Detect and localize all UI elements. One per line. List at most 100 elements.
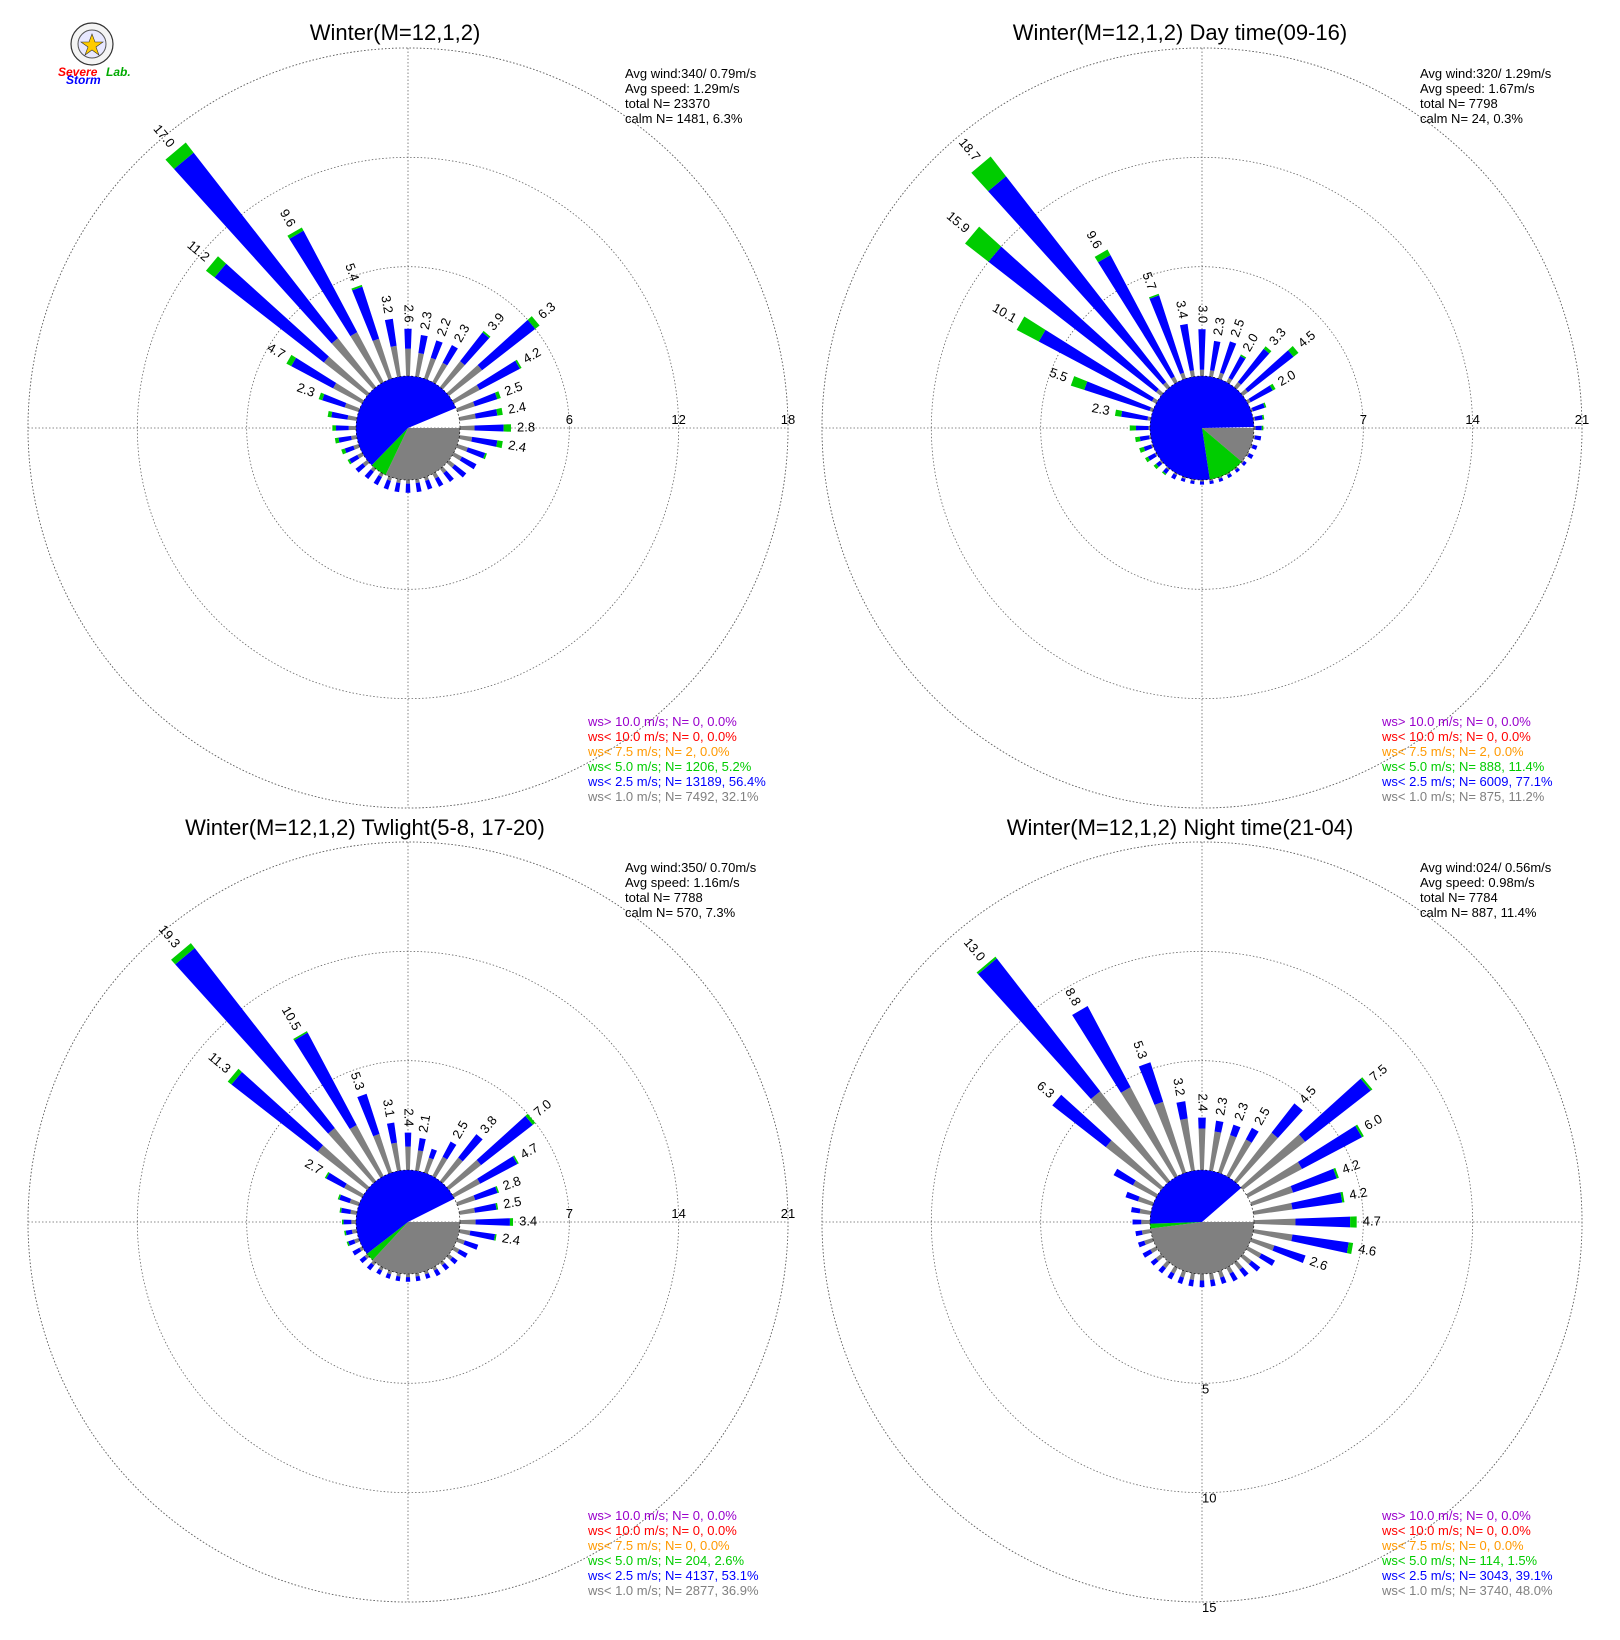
bar-segment-lt25 xyxy=(1138,1062,1164,1105)
bar-segment-lt5 xyxy=(346,1241,350,1247)
bar-segment-lt25 xyxy=(477,1156,518,1184)
bar-segment-lt25 xyxy=(1291,1192,1343,1210)
stats-line: Avg wind:350/ 0.70m/s xyxy=(625,860,757,875)
bar-segment-lt1 xyxy=(456,1237,465,1245)
bar-segment-lt25 xyxy=(385,1273,392,1279)
bar-segment-lt5 xyxy=(171,943,195,965)
bar-segment-lt25 xyxy=(1179,323,1194,372)
bar-segment-lt25 xyxy=(1254,435,1262,441)
stats-line: calm N= 887, 11.4% xyxy=(1420,905,1537,920)
bar-segment-lt1 xyxy=(1179,1270,1187,1278)
bar-segment-lt1 xyxy=(1250,1185,1294,1207)
bar-segment-lt1 xyxy=(350,332,384,384)
bar-segment-lt1 xyxy=(458,1207,475,1215)
bar-segment-lt5 xyxy=(347,459,352,465)
bar-segment-lt1 xyxy=(1148,435,1152,440)
bar-segment-lt25 xyxy=(417,1138,426,1152)
bar-segment-lt5 xyxy=(1288,346,1299,357)
bar-segment-lt1 xyxy=(1170,1266,1178,1274)
legend-entry: ws< 7.5 m/s; N= 0, 0.0% xyxy=(587,1538,730,1553)
bar-segment-lt1 xyxy=(415,478,420,484)
bar-segment-lt1 xyxy=(372,338,393,380)
bar-segment-lt1 xyxy=(452,452,463,461)
bar-segment-lt25 xyxy=(383,479,391,490)
bar-segment-lt5 xyxy=(1114,409,1123,417)
ring-label: 10 xyxy=(1202,1491,1216,1506)
stats-line: total N= 7788 xyxy=(625,890,703,905)
bar-segment-lt25 xyxy=(1072,1005,1131,1093)
bar-label: 11.3 xyxy=(206,1049,234,1076)
bar-segment-lt25 xyxy=(214,263,329,363)
calm-circle xyxy=(355,1169,461,1275)
range-ring xyxy=(1040,266,1364,590)
calm-pie-slice xyxy=(355,375,456,466)
bar-segment-lt1 xyxy=(415,353,424,378)
bar-segment-lt1 xyxy=(439,361,465,390)
bar-segment-lt1 xyxy=(458,1229,471,1236)
bar-segment-lt25 xyxy=(1255,425,1262,431)
bar-segment-lt1 xyxy=(1250,443,1253,449)
bar-label: 2.2 xyxy=(434,316,454,338)
stats-line: Avg speed: 1.67m/s xyxy=(1420,81,1535,96)
bar-segment-lt25 xyxy=(405,483,411,493)
bar-segment-lt1 xyxy=(1166,466,1171,471)
bar-segment-lt25 xyxy=(359,1255,368,1264)
calm-circle xyxy=(1149,1169,1255,1275)
bar-label: 2.3 xyxy=(451,322,473,345)
bar-segment-lt1 xyxy=(344,1183,364,1198)
bar-segment-lt25 xyxy=(418,334,428,354)
bar-segment-lt25 xyxy=(1271,1103,1303,1138)
bar-segment-lt25 xyxy=(231,1071,324,1152)
bar-segment-lt5 xyxy=(327,410,333,418)
stats-line: Avg speed: 1.29m/s xyxy=(625,81,740,96)
bar-label: 7.5 xyxy=(1367,1061,1390,1084)
legend-entry: ws< 2.5 m/s; N= 3043, 39.1% xyxy=(1381,1568,1553,1583)
bar-segment-lt1 xyxy=(396,478,401,484)
bar-segment-lt25 xyxy=(433,1268,441,1277)
bar-segment-lt1 xyxy=(458,435,473,442)
bar-label: 2.4 xyxy=(501,1230,521,1248)
bar-segment-lt1 xyxy=(432,1266,438,1271)
bar-segment-lt25 xyxy=(1298,1078,1371,1142)
bar-segment-lt25 xyxy=(1198,329,1206,370)
bar-segment-lt1 xyxy=(317,1145,370,1191)
bar-segment-lt1 xyxy=(1162,1260,1171,1269)
bar-segment-lt1 xyxy=(1199,1273,1205,1281)
bar-segment-lt25 xyxy=(1245,350,1294,393)
calm-pie-slice xyxy=(1150,1170,1242,1224)
bar-segment-lt25 xyxy=(441,1262,450,1271)
bar-segment-lt1 xyxy=(1162,382,1171,390)
bar-segment-lt1 xyxy=(459,1219,476,1225)
bar-label: 2.4 xyxy=(507,399,527,417)
legend-entry: ws< 5.0 m/s; N= 204, 2.6% xyxy=(587,1553,745,1568)
bar-segment-lt1 xyxy=(1154,1101,1187,1174)
bar-segment-lt1 xyxy=(1246,452,1250,457)
bar-label: 9.6 xyxy=(1083,228,1105,251)
bar-segment-lt1 xyxy=(1147,416,1152,421)
bar-label: 3.9 xyxy=(484,310,507,333)
bar-segment-lt5 xyxy=(515,359,522,369)
bar-segment-lt1 xyxy=(456,1195,476,1207)
bar-label: 2.1 xyxy=(415,1113,433,1133)
bar-segment-lt1 xyxy=(1148,426,1151,430)
bar-label: 4.5 xyxy=(1295,327,1318,350)
legend-entry: ws< 2.5 m/s; N= 13189, 56.4% xyxy=(587,774,766,789)
bar-label: 3.4 xyxy=(1173,299,1191,319)
bar-segment-lt1 xyxy=(1226,472,1231,476)
bar-segment-lt1 xyxy=(1189,370,1195,378)
bar-segment-lt5 xyxy=(1135,436,1141,443)
bar-segment-lt25 xyxy=(386,1122,397,1144)
bar-segment-lt5 xyxy=(1148,293,1160,299)
legend-entry: ws< 10.0 m/s; N= 0, 0.0% xyxy=(1381,1523,1531,1538)
bar-label: 2.5 xyxy=(1251,1104,1273,1127)
bar-segment-lt1 xyxy=(1198,1128,1206,1171)
bar-segment-lt25 xyxy=(1227,473,1233,479)
calm-pie-slice xyxy=(372,1222,460,1274)
bar-segment-lt25 xyxy=(336,425,349,431)
ring-label: 14 xyxy=(671,1206,685,1221)
bar-segment-lt1 xyxy=(1246,1246,1262,1258)
bar-segment-lt25 xyxy=(471,436,498,447)
calm-pie-slice xyxy=(385,428,461,481)
bar-segment-lt25 xyxy=(338,435,352,443)
